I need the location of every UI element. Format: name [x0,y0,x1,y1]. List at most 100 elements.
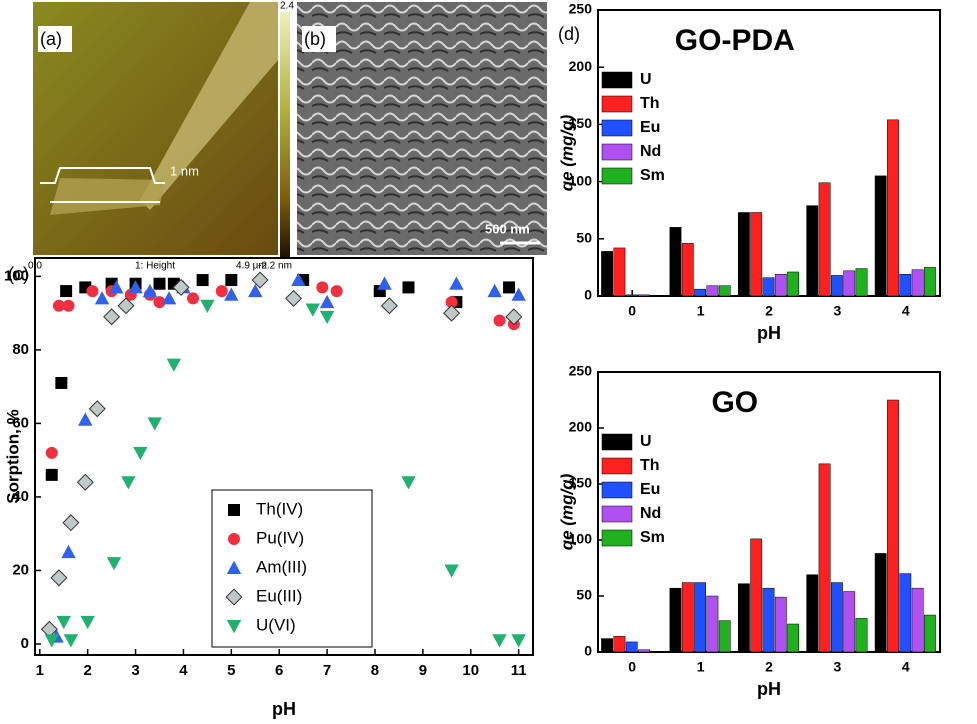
y-axis-label: qe (mg/g) [557,114,576,191]
bar [830,275,843,297]
bar [613,636,626,653]
data-point [147,417,162,431]
panel-a: 1 nm (a) 2.4 nm -2.2 nm 0.0 1: Height 4.… [28,1,311,272]
legend-label: U(VI) [256,615,296,634]
data-point [401,476,416,490]
y-tick-label: 150 [569,115,593,131]
sem-image [297,2,547,255]
bar [718,620,731,653]
bar [774,274,787,297]
data-point [492,634,507,648]
y-tick-label: 200 [569,58,593,74]
y-tick-label: 250 [569,1,593,17]
data-point [172,278,190,296]
data-point [511,634,526,648]
x-tick-label: 2 [765,303,773,319]
bar [887,399,899,653]
y-tick-label: 100 [569,531,593,547]
data-point [196,274,209,287]
bar [669,227,682,297]
bar [669,587,682,653]
data-point [248,283,263,298]
legend-swatch [601,529,633,547]
bar [806,574,819,653]
bar [706,285,719,297]
data-point [61,544,76,559]
bar [843,270,856,297]
x-tick-label: 0 [628,659,636,675]
x-axis-label: pH [757,679,781,699]
data-point [443,304,461,322]
data-point [444,564,459,578]
bar [806,205,819,297]
data-point [62,514,80,532]
legend-swatch [601,457,633,475]
y-tick-label: 50 [576,230,592,246]
bar [737,212,750,297]
bar [625,294,638,297]
y-tick-label: 0 [21,635,29,652]
color-bar [280,12,290,257]
bar [694,582,707,653]
x-tick-label: 1 [36,662,44,679]
data-point [153,277,166,290]
legend-label: Eu [640,119,660,136]
y-tick-label: 150 [569,475,593,491]
data-point [380,297,398,315]
bar [613,247,626,297]
legend-swatch [601,71,633,89]
bar [830,582,843,653]
y-tick-label: 0 [584,287,592,303]
data-point [62,299,75,312]
bar [718,285,731,297]
legend-swatch [601,505,633,523]
data-point [445,296,458,309]
bar [694,288,707,297]
legend-label: Th(IV) [256,499,303,518]
y-tick-label: 250 [569,363,593,379]
data-point [503,281,516,294]
data-point [133,446,148,461]
legend-label: Th [640,457,660,474]
bar [924,267,936,297]
legend-label: Nd [640,143,661,160]
x-tick-label: 5 [227,662,235,679]
legend-swatch [601,167,633,185]
legend-marker [228,533,240,545]
data-point [103,308,121,326]
panel-label: (b) [304,29,326,49]
data-point [78,412,93,426]
data-point [291,272,306,287]
data-point [80,615,95,630]
data-point [50,569,68,587]
data-point [402,281,415,294]
bar [750,538,763,653]
bar [911,587,924,653]
bar [924,614,936,653]
legend-swatch [601,119,633,137]
x-tick-label: 10 [462,662,479,679]
x-axis-label: pH [272,699,296,719]
data-point [142,283,158,298]
plot-frame [34,257,534,656]
bar [899,274,912,297]
legend-label: Am(III) [256,557,307,576]
x-tick-label: 8 [371,662,379,679]
bar [911,269,924,297]
y-axis-label: Sorption, % [3,409,22,503]
data-point [121,476,136,490]
bar [874,553,887,653]
y-tick-label: 100 [4,267,29,284]
data-point [117,297,135,315]
data-point [377,276,392,290]
afm-flake [140,2,278,210]
height-profile [40,167,165,184]
x-tick-label: 3 [131,662,139,679]
x-tick-label: 3 [834,659,842,675]
data-point [511,287,526,301]
bar [638,294,650,297]
label-box [302,26,336,52]
data-point [251,271,269,289]
data-point [52,299,65,312]
legend-marker [225,588,243,606]
